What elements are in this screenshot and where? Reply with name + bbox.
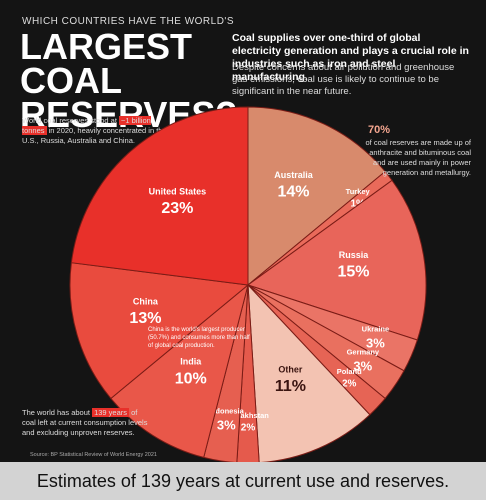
slice-value: 13% xyxy=(129,310,161,327)
slice-value: 23% xyxy=(161,200,193,217)
years-highlight: 139 years xyxy=(92,408,129,417)
slice-value: 3% xyxy=(217,418,236,433)
slice-name: Indonesia xyxy=(209,407,245,416)
slice-name: Ukraine xyxy=(362,325,390,334)
slice-name: China xyxy=(133,296,159,306)
slice-value: 14% xyxy=(277,184,309,201)
slice xyxy=(247,106,386,287)
slice-name: United States xyxy=(149,186,207,196)
slice xyxy=(69,262,250,400)
slice-value: 2% xyxy=(241,422,256,433)
side-figure: 70% xyxy=(368,124,391,136)
years-text: of coal left at current consumption leve… xyxy=(22,408,148,437)
slice-value: 1% xyxy=(350,199,365,210)
years-note: The world has about 139 years of coal le… xyxy=(22,408,152,438)
slice-name: Turkey xyxy=(346,187,371,196)
slice-value: 10% xyxy=(175,370,207,387)
intro-text: World coal reserves stood at xyxy=(22,116,117,125)
caption: Estimates of 139 years at current use an… xyxy=(0,462,486,500)
body: Despite concerns about air pollution and… xyxy=(232,62,455,97)
slice-name: Other xyxy=(278,365,303,375)
intro: World coal reserves stood at ~1 billion … xyxy=(22,116,172,146)
slice-value: 11% xyxy=(275,378,306,395)
slice-name: Australia xyxy=(274,170,314,180)
intro-text: in 2020, heavily concentrated in the U.S… xyxy=(22,126,167,145)
china-note: China is the world's largest producer (5… xyxy=(148,327,250,349)
slice-name: Germany xyxy=(347,348,380,357)
slice-value: 3% xyxy=(366,336,385,351)
slice xyxy=(70,106,249,286)
kicker: WHICH COUNTRIES HAVE THE WORLD'S xyxy=(22,16,234,27)
years-text: The world has about xyxy=(22,408,90,417)
slice-name: India xyxy=(180,357,202,367)
slice-value: 3% xyxy=(353,358,372,373)
slice-value: 2% xyxy=(342,379,357,390)
side-note: of coal reserves are made up of anthraci… xyxy=(365,138,471,177)
slice-name: Poland xyxy=(337,367,362,376)
slice-value: 15% xyxy=(337,264,369,281)
slice-name: Kazakhstan xyxy=(227,411,269,420)
slice xyxy=(110,283,249,459)
source: Source: BP Statistical Review of World E… xyxy=(30,452,157,458)
slice xyxy=(246,179,427,341)
slice-name: Russia xyxy=(339,250,370,260)
lead: Coal supplies over one-third of global e… xyxy=(232,32,469,83)
